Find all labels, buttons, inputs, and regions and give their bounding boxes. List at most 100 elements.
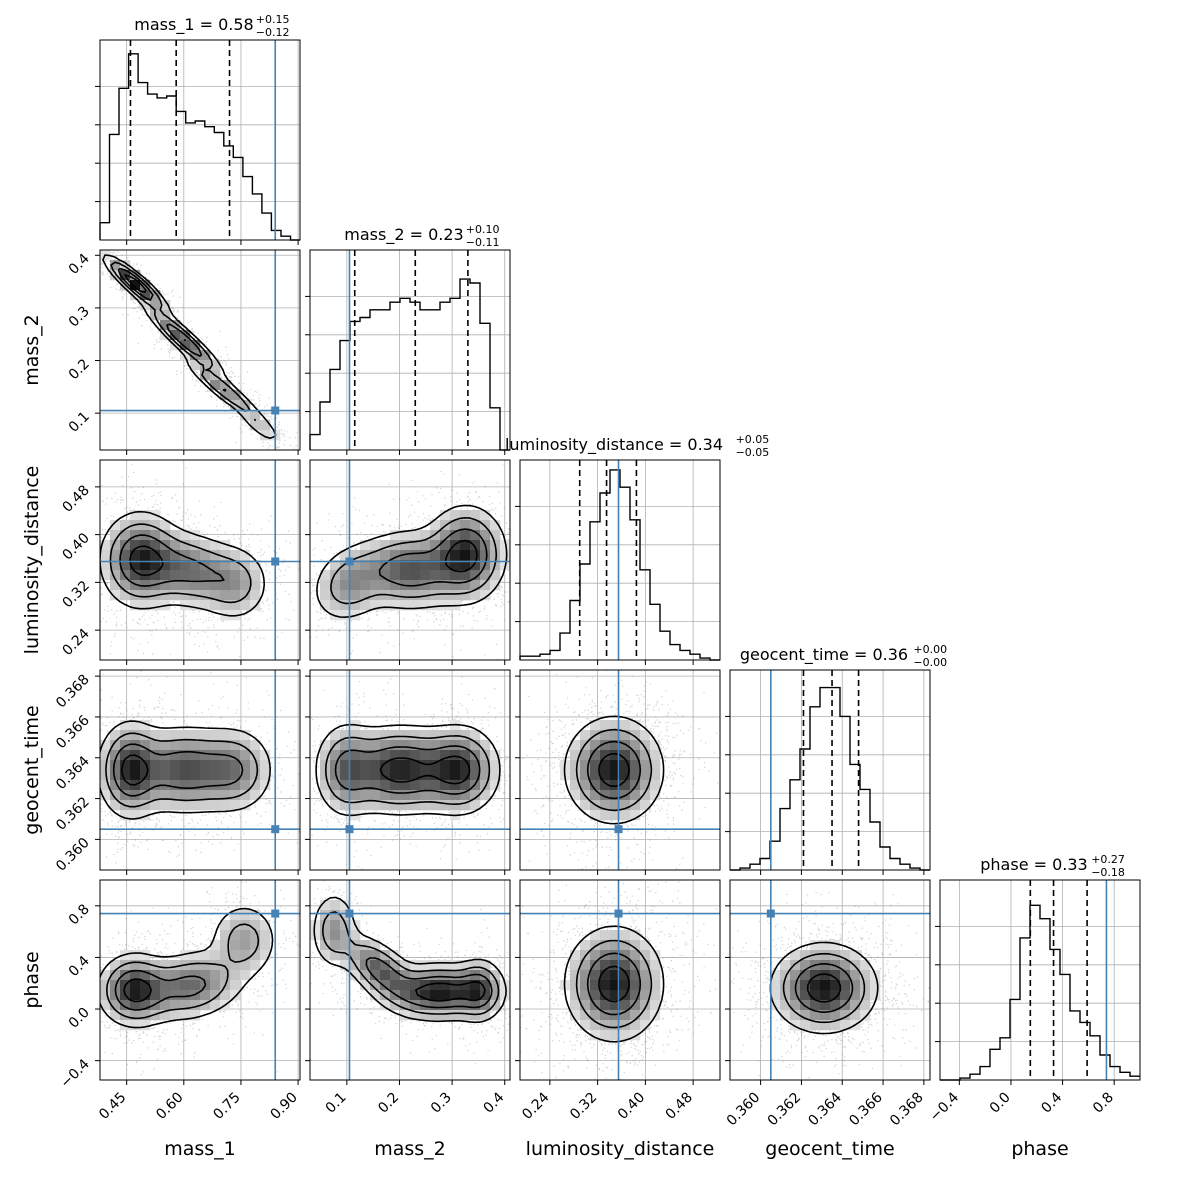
density-cell bbox=[800, 970, 811, 981]
density-cell bbox=[480, 990, 491, 1001]
x-tick-label: −0.4 bbox=[927, 1089, 962, 1124]
contour-level-0 bbox=[100, 510, 265, 617]
density-cell bbox=[610, 720, 621, 731]
density-cell bbox=[340, 590, 351, 601]
density-cell bbox=[110, 260, 121, 271]
density-cell bbox=[450, 760, 461, 771]
contour-level-0 bbox=[102, 254, 277, 439]
density-cell bbox=[450, 550, 461, 561]
density-cell bbox=[210, 990, 221, 1001]
density-cell bbox=[350, 580, 361, 591]
density-cell bbox=[120, 530, 131, 541]
density-cell bbox=[260, 930, 271, 941]
density-cell bbox=[580, 1020, 591, 1031]
density-cell bbox=[790, 1000, 801, 1011]
y-tick-label: 0.4 bbox=[66, 251, 93, 278]
density-cell bbox=[210, 580, 221, 591]
density-cell bbox=[440, 760, 451, 771]
density-cell bbox=[460, 520, 471, 531]
density-cell bbox=[590, 720, 601, 731]
density-cell bbox=[190, 780, 201, 791]
contour-level-2 bbox=[586, 952, 642, 1016]
density-cell bbox=[210, 960, 221, 971]
density-cell bbox=[340, 550, 351, 561]
density-cell bbox=[130, 730, 141, 741]
y-tick-label: 0.4 bbox=[66, 953, 93, 980]
density-cell bbox=[160, 1000, 171, 1011]
density-cell bbox=[240, 570, 251, 581]
density-cell bbox=[330, 950, 341, 961]
density-cell bbox=[150, 770, 161, 781]
density-cell bbox=[100, 560, 111, 571]
density-cell bbox=[570, 1000, 581, 1011]
density-cell bbox=[850, 1000, 861, 1011]
density-cell bbox=[230, 920, 241, 931]
density-cell bbox=[830, 990, 841, 1001]
density-cell bbox=[210, 760, 221, 771]
density-cell bbox=[200, 950, 211, 961]
density-cell bbox=[450, 970, 461, 981]
density-cell bbox=[600, 930, 611, 941]
density-cell bbox=[100, 770, 111, 781]
density-cell bbox=[140, 720, 151, 731]
density-cell bbox=[790, 1020, 801, 1031]
truth-marker bbox=[345, 557, 354, 566]
density-cell bbox=[640, 760, 651, 771]
density-cell bbox=[400, 770, 411, 781]
density-cell bbox=[490, 550, 501, 561]
y-tick-label: 0.3 bbox=[66, 303, 93, 330]
density-cell bbox=[120, 770, 131, 781]
density-cell bbox=[250, 960, 261, 971]
density-cell bbox=[600, 980, 611, 991]
density-cell bbox=[480, 550, 491, 561]
density-cell bbox=[460, 970, 471, 981]
density-cell bbox=[610, 760, 621, 771]
density-cell bbox=[350, 550, 361, 561]
density-cell bbox=[360, 980, 371, 991]
truth-marker bbox=[345, 825, 354, 834]
density-cell bbox=[120, 970, 131, 981]
density-cell bbox=[190, 580, 201, 591]
density-cell bbox=[250, 560, 261, 571]
truth-marker bbox=[271, 406, 280, 415]
density-cell bbox=[440, 780, 451, 791]
density-cell bbox=[150, 980, 161, 991]
density-cell bbox=[240, 930, 251, 941]
density-cell bbox=[600, 1000, 611, 1011]
density-cell bbox=[850, 970, 861, 981]
density-cell bbox=[130, 580, 141, 591]
density-cell bbox=[780, 1010, 791, 1021]
density-cell bbox=[180, 750, 191, 761]
density-cell bbox=[140, 760, 151, 771]
density-cell bbox=[360, 800, 371, 811]
density-cell bbox=[410, 740, 421, 751]
density-cell bbox=[340, 570, 351, 581]
density-cell bbox=[420, 530, 431, 541]
density-cell bbox=[500, 550, 510, 561]
panel-frame-2-0 bbox=[99, 459, 301, 661]
panel-frame-3-0 bbox=[99, 669, 301, 871]
density-cell bbox=[190, 750, 201, 761]
y-tick-label: 0.40 bbox=[59, 530, 92, 563]
density-cell bbox=[380, 960, 391, 971]
density-cell bbox=[170, 800, 181, 811]
density-cell bbox=[570, 1010, 581, 1021]
density-cell bbox=[450, 1000, 461, 1011]
density-cell bbox=[820, 1000, 831, 1011]
density-cell bbox=[460, 530, 471, 541]
panel-frame-4-3 bbox=[729, 879, 931, 1081]
title-minus: −0.05 bbox=[736, 446, 770, 459]
density-cell bbox=[230, 590, 241, 601]
density-cell bbox=[780, 970, 791, 981]
density-cell bbox=[250, 750, 261, 761]
density-cell bbox=[250, 950, 261, 961]
density-cell bbox=[620, 960, 631, 971]
density-cell bbox=[350, 590, 361, 601]
density-cell bbox=[330, 930, 341, 941]
density-cell bbox=[460, 990, 471, 1001]
density-cell bbox=[470, 540, 481, 551]
density-cell bbox=[100, 980, 111, 991]
density-cell bbox=[410, 970, 421, 981]
y-tick-label: 0.364 bbox=[53, 753, 93, 793]
density-cell bbox=[490, 980, 501, 991]
